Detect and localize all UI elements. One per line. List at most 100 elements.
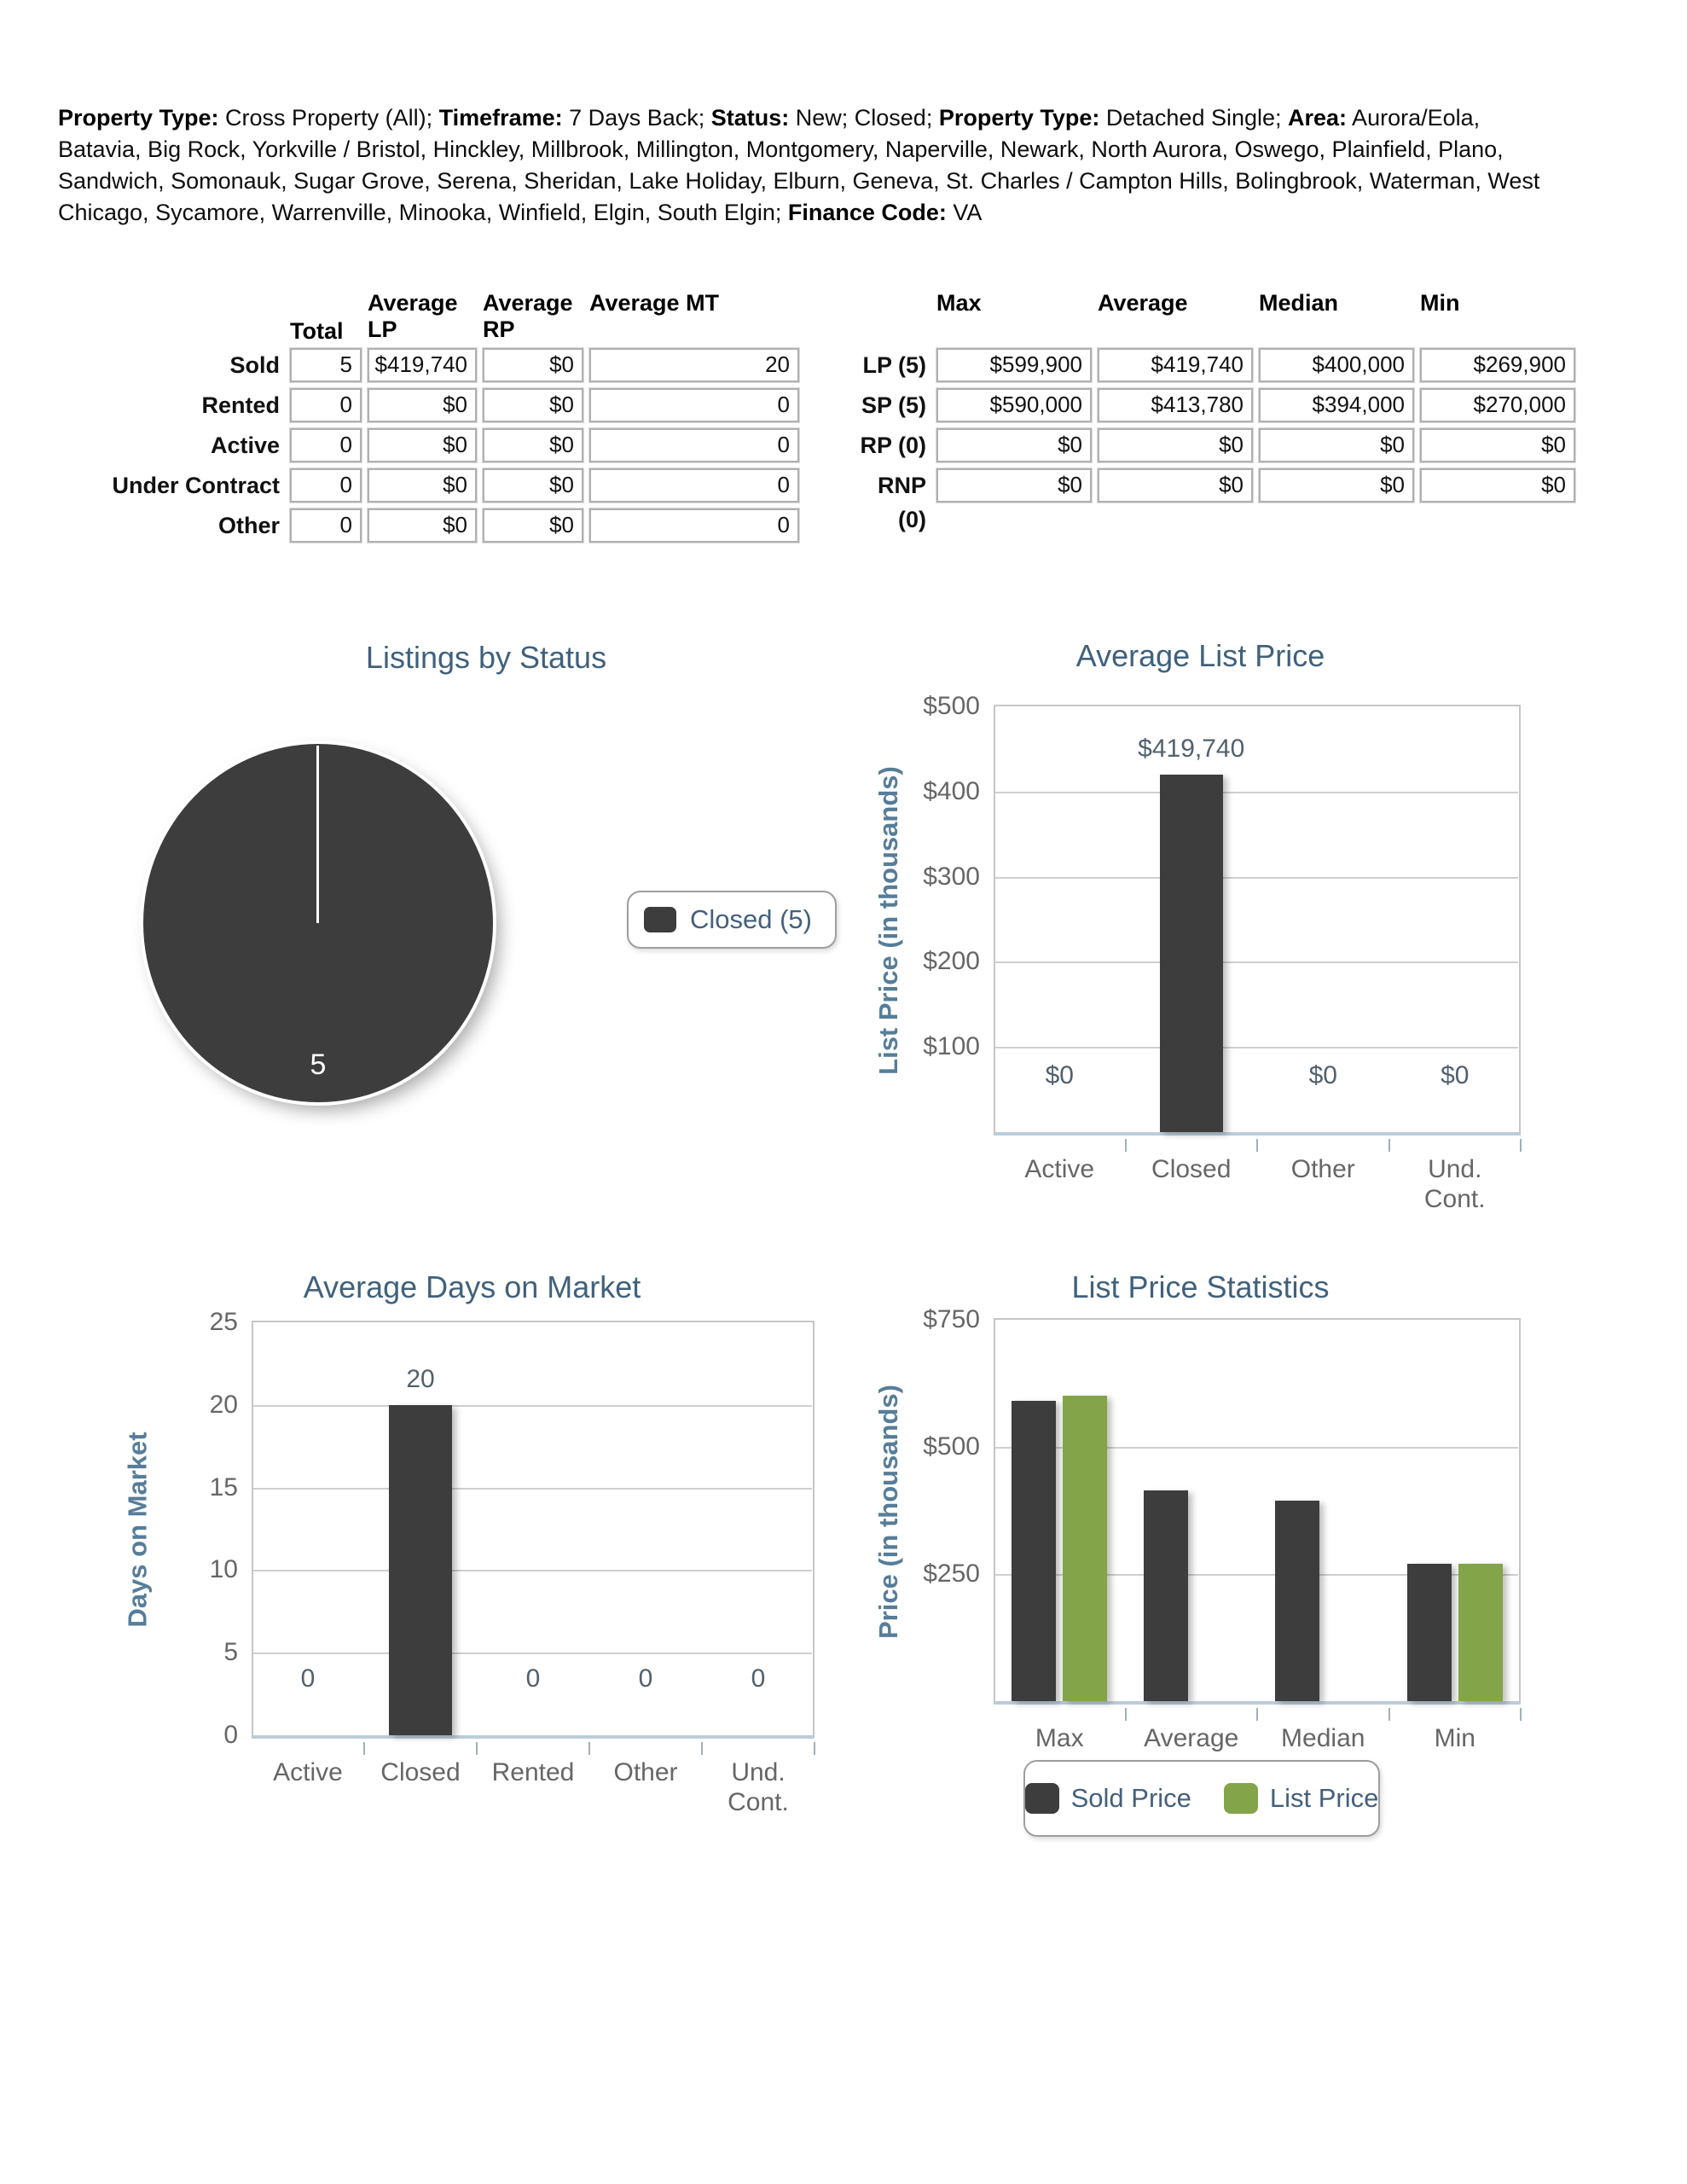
table-cell: $400,000 [1258, 347, 1415, 383]
filter-value: VA [946, 200, 983, 225]
table-cell: $419,740 [1097, 347, 1254, 383]
column-header: Average MT [589, 290, 720, 316]
gridline [253, 1487, 812, 1490]
table-row: Rented 0 $0 $0 0 [94, 387, 805, 423]
table-cell: 0 [289, 508, 362, 543]
table-cell: $590,000 [936, 387, 1093, 423]
x-tick-mark [1388, 1139, 1390, 1152]
row-label: Active [210, 433, 280, 458]
filter-label: Area: [1288, 105, 1348, 131]
bar-value-label: 20 [406, 1364, 435, 1393]
table-cell: 0 [289, 427, 362, 463]
x-tick-mark [1124, 1139, 1127, 1152]
y-tick-label: $250 [923, 1560, 980, 1588]
column-header: Total [290, 318, 344, 344]
gridline [253, 1404, 812, 1407]
gridline [253, 1653, 812, 1655]
x-category-label: Active [1024, 1155, 1095, 1183]
table-cell: 0 [588, 508, 800, 543]
pie-slice-closed: 5 [143, 744, 493, 1102]
x-category-label: Average [1144, 1724, 1239, 1752]
gridline [995, 1574, 1518, 1576]
price-statistics-table: Max Average Median Min LP (5) $599,900 $419,74… [844, 290, 1581, 543]
bar-value-label: $0 [1441, 1061, 1470, 1089]
legend-label: List Price [1269, 1783, 1379, 1813]
chart-list-price-statistics: List Price Statistics Price (in thousands… [843, 1261, 1602, 1892]
table-cell: $0 [367, 427, 478, 463]
filter-value: Cross Property (All); [218, 105, 439, 131]
row-label: LP (5) [862, 352, 926, 378]
x-category-label: Other [1290, 1155, 1355, 1183]
filter-label: Property Type: [58, 105, 219, 131]
row-label: Sold [229, 352, 281, 378]
table-row: Active 0 $0 $0 0 [94, 427, 805, 463]
y-tick-label: $500 [923, 692, 980, 720]
pie-slice-value-label: 5 [310, 1048, 327, 1081]
gridline [995, 1047, 1518, 1049]
bar-closed [389, 1404, 452, 1735]
table-cell: $0 [367, 468, 478, 503]
table-cell: $0 [482, 347, 584, 383]
y-tick-label: $500 [923, 1432, 980, 1461]
table-cell: $413,780 [1097, 387, 1254, 423]
table-row: RNP (0) $0 $0 $0 $0 [844, 468, 1581, 537]
status-summary-table: Total Average LP Average RP Average MT Sold 5… [94, 290, 805, 549]
gridline [995, 961, 1518, 964]
gridline [995, 1447, 1518, 1449]
plot-area [994, 1318, 1521, 1705]
table-cell: $0 [482, 427, 584, 463]
y-axis-label: Days on Market [113, 1321, 164, 1739]
table-cell: $0 [1258, 427, 1415, 463]
filter-label: Finance Code: [787, 200, 947, 225]
chart-average-list-price: Average List Price List Price (in thousan… [843, 630, 1602, 1244]
table-row: Sold 5 $419,740 $0 20 [94, 347, 805, 383]
table-cell: 0 [588, 427, 800, 463]
legend-swatch [1223, 1783, 1258, 1814]
column-header: Average LP [368, 290, 458, 342]
row-label: Under Contract [112, 473, 280, 498]
table-cell: 0 [289, 387, 362, 423]
x-tick-mark [1124, 1708, 1127, 1721]
y-tick-label: $400 [923, 776, 980, 805]
legend-swatch [1024, 1783, 1059, 1814]
plot-area [994, 705, 1521, 1136]
pie-slice-divider [316, 746, 319, 923]
table-row: LP (5) $599,900 $419,740 $400,000 $269,900 [844, 347, 1581, 383]
table-row: RP (0) $0 $0 $0 $0 [844, 427, 1581, 463]
x-category-label: Min [1434, 1724, 1475, 1752]
filter-value: Aurora/Eola, Batavia, Big Rock, Yorkvill… [58, 105, 1540, 225]
x-category-label: Other [613, 1758, 678, 1786]
gridline [995, 791, 1518, 793]
table-cell: 5 [289, 347, 362, 383]
table-cell: $269,900 [1419, 347, 1576, 383]
bar-average-sold-price [1143, 1490, 1188, 1701]
bar-median-sold-price [1275, 1501, 1320, 1701]
bar-max-sold-price [1012, 1401, 1057, 1701]
chart-title: Average List Price [1075, 638, 1325, 673]
table-cell: $0 [482, 468, 584, 503]
bar-max-list-price [1063, 1396, 1108, 1701]
chart-legend: Sold Price List Price [1023, 1760, 1380, 1837]
table-row: Other 0 $0 $0 0 [94, 508, 805, 543]
row-label: RP (0) [860, 433, 926, 458]
bar-value-label: 0 [751, 1664, 766, 1693]
table-cell: $270,000 [1419, 387, 1576, 423]
table-header-row: Total Average LP Average RP Average MT [94, 290, 805, 345]
legend-label: Sold Price [1070, 1783, 1191, 1813]
filter-value: Detached Single; [1099, 105, 1289, 131]
chart-title: Average Days on Market [303, 1269, 641, 1304]
row-label: Rented [201, 392, 280, 418]
row-label: SP (5) [861, 392, 926, 418]
row-label: RNP (0) [877, 473, 926, 532]
x-category-label: Active [273, 1758, 343, 1786]
table-cell: 0 [588, 387, 800, 423]
x-tick-mark [1520, 1708, 1522, 1721]
table-cell: $0 [367, 387, 478, 423]
y-axis-label: List Price (in thousands) [863, 705, 914, 1136]
x-category-label: Und. Cont. [1423, 1155, 1486, 1213]
table-cell: $0 [482, 387, 584, 423]
legend-entry: List Price [1223, 1783, 1379, 1814]
table-cell: 0 [588, 468, 800, 503]
table-cell: $419,740 [367, 347, 478, 383]
